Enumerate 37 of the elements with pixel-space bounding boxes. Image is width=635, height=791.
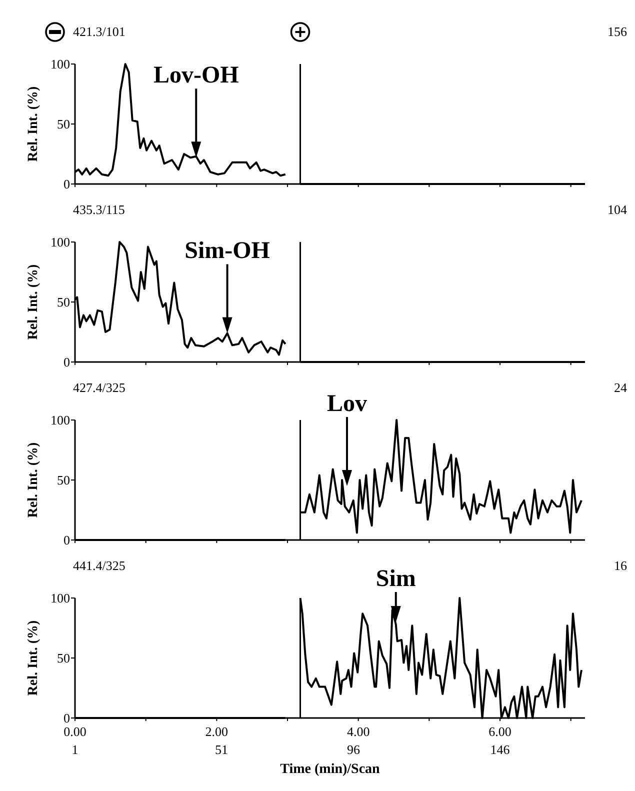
annotation: Sim-OH <box>184 238 270 264</box>
x2-tick-label: 146 <box>490 742 510 757</box>
x-tick-label: 6.00 <box>488 724 512 739</box>
y-tick-label: 0 <box>64 710 70 726</box>
x2-tick-label: 1 <box>72 742 78 757</box>
y-axis-title: Rel. Int. (%) <box>26 442 41 518</box>
x2-tick-label: 51 <box>215 742 228 757</box>
y-tick-label: 0 <box>64 532 70 548</box>
x2-tick-label: 96 <box>346 742 360 757</box>
x-tick-label: 2.00 <box>205 724 228 739</box>
text: 104 <box>608 202 628 217</box>
y-tick-label: 50 <box>57 116 70 132</box>
y-tick-label: 100 <box>50 412 70 428</box>
y-tick-label: 100 <box>50 56 70 72</box>
chart-title: 435.3/115 <box>73 202 125 217</box>
y-tick-label: 100 <box>50 234 70 250</box>
y-tick-label: 50 <box>57 294 70 310</box>
chart-title: 427.4/325 <box>73 380 126 395</box>
chart-title: 421.3/101 <box>73 24 126 39</box>
y-tick-label: 100 <box>50 590 70 606</box>
y-axis-title: Rel. Int. (%) <box>26 620 41 696</box>
annotation: Lov-OH <box>153 62 240 89</box>
y-tick-label: 0 <box>64 176 70 192</box>
annotation: Lov <box>326 391 368 417</box>
chart-title: 441.4/325 <box>73 558 126 573</box>
text: 156 <box>608 24 628 39</box>
text: 24 <box>614 380 628 395</box>
y-axis-title: Rel. Int. (%) <box>26 264 41 340</box>
y-tick-label: 50 <box>57 650 70 666</box>
annotation: Sim <box>376 566 416 592</box>
text: 16 <box>614 558 628 573</box>
x-tick-label: 4.00 <box>346 724 370 739</box>
y-tick-label: 50 <box>57 472 70 488</box>
y-axis-title: Rel. Int. (%) <box>26 86 41 162</box>
y-tick-label: 0 <box>64 354 70 370</box>
x-axis-title: Time (min)/Scan <box>280 762 380 777</box>
x-tick-label: 0.00 <box>64 724 86 739</box>
